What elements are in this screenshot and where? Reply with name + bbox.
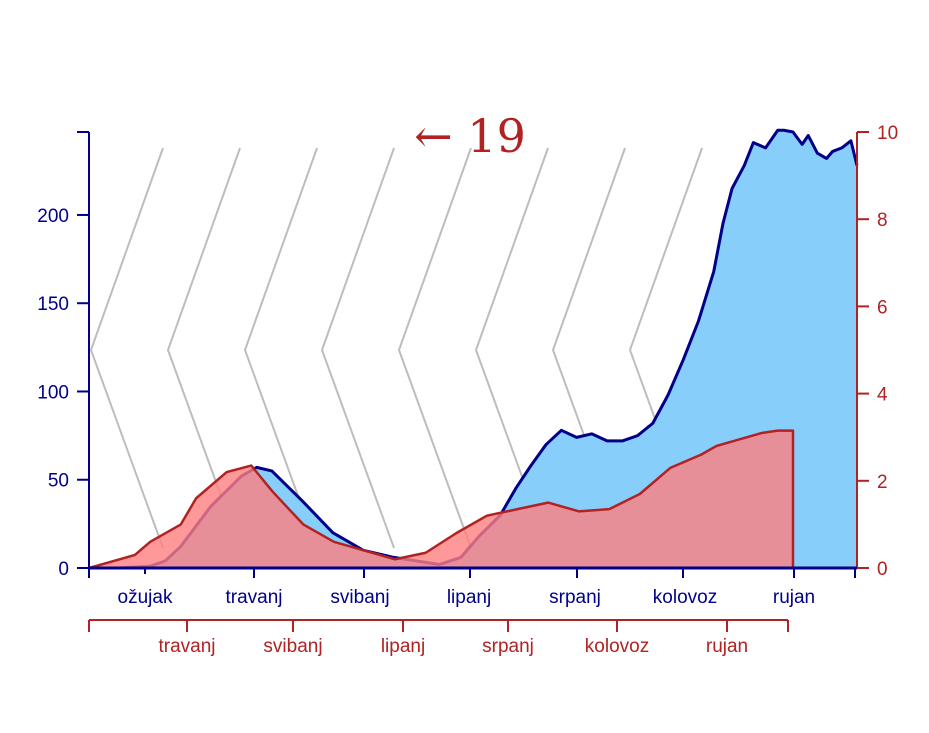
right-y-tick-label: 8 bbox=[877, 210, 888, 231]
secondary-x-tick-label: rujan bbox=[706, 636, 748, 657]
chevron-line bbox=[243, 147, 318, 549]
chevron-line bbox=[89, 147, 164, 549]
series-1-area bbox=[89, 130, 857, 569]
primary-x-tick-label: svibanj bbox=[330, 587, 389, 608]
primary-x-tick-label: ožujak bbox=[118, 587, 173, 608]
primary-x-tick-label: kolovoz bbox=[653, 587, 717, 608]
axes: 0 50 100 150 200 0 2 4 6 8 10 ožujak travanj svibanj l… bbox=[37, 123, 898, 657]
left-y-tick-label: 50 bbox=[48, 471, 69, 492]
left-y-tick-label: 100 bbox=[37, 382, 69, 403]
right-y-tick-label: 10 bbox=[877, 123, 898, 144]
left-y-tick-label: 150 bbox=[37, 294, 69, 315]
left-y-tick-label: 0 bbox=[58, 559, 69, 580]
right-y-tick-label: 0 bbox=[877, 559, 888, 580]
primary-x-tick-label: lipanj bbox=[447, 587, 491, 608]
primary-x-tick-label: rujan bbox=[773, 587, 815, 608]
left-y-tick-label: 200 bbox=[37, 206, 69, 227]
series-1-line bbox=[89, 128, 859, 570]
primary-x-tick-label: srpanj bbox=[549, 587, 601, 608]
secondary-x-tick-label: travanj bbox=[158, 636, 215, 657]
plot-areas bbox=[87, 128, 859, 570]
right-y-tick-label: 2 bbox=[877, 472, 888, 493]
secondary-x-tick-label: svibanj bbox=[263, 636, 322, 657]
series-2-area bbox=[87, 429, 795, 570]
primary-x-tick-label: travanj bbox=[225, 587, 282, 608]
right-y-tick-label: 6 bbox=[877, 297, 888, 318]
right-y-tick-label: 4 bbox=[877, 385, 888, 406]
secondary-x-tick-label: kolovoz bbox=[585, 636, 649, 657]
secondary-x-tick-label: srpanj bbox=[482, 636, 534, 657]
secondary-x-tick-label: lipanj bbox=[381, 636, 425, 657]
annotation-label: ← 19 bbox=[414, 109, 526, 163]
chevron-line bbox=[320, 147, 395, 549]
chevron-line bbox=[397, 147, 472, 549]
